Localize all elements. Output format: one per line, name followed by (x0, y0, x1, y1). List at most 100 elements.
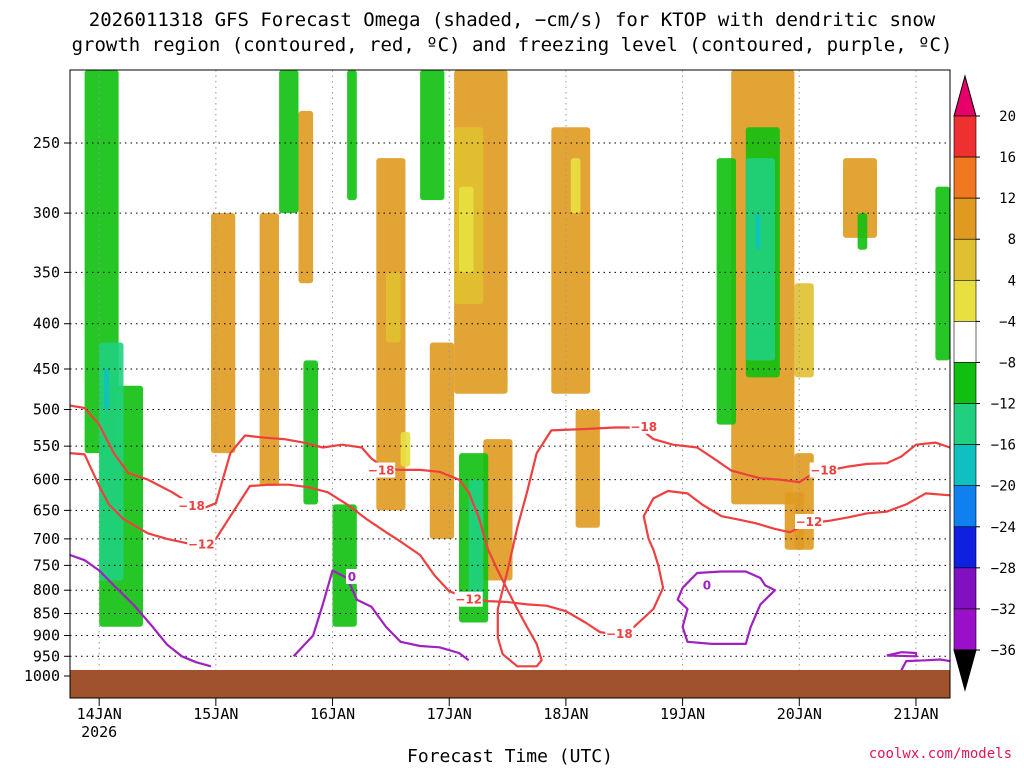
omega-shade-region-11 (843, 158, 877, 238)
omega-shade-region-24 (303, 360, 318, 505)
contour-label-bg-8 (345, 569, 358, 585)
contour-label-6: −18 (810, 464, 837, 478)
colorbar-label-1: 16 (999, 150, 1016, 166)
y-tick-label-750: 750 (33, 556, 60, 574)
colorbar-label-10: −24 (991, 520, 1016, 536)
x-tick-label-7: 21JAN (893, 705, 938, 723)
omega-shade-region-25 (332, 504, 357, 627)
plot-frame (69, 69, 951, 699)
colorbar-swatch-3 (953, 238, 977, 281)
contour-line-6 (900, 658, 951, 671)
omega-shading (70, 70, 950, 627)
colorbar: 20 16 12 8 4 −4 −8 −12 −16 −20 −24 −28 −32 −36 (953, 74, 1016, 692)
colorbar-label-4: 4 (1008, 273, 1016, 289)
x-tick-label-2: 16JAN (310, 705, 355, 723)
colorbar-label-6: −8 (999, 355, 1016, 371)
x-axis-title: Forecast Time (UTC) (407, 746, 613, 767)
colorbar-swatch-5 (953, 321, 977, 363)
colorbar-bottom-triangle (953, 649, 977, 692)
colorbar-label-3: 8 (1008, 232, 1016, 248)
y-tick-label-300: 300 (33, 204, 60, 222)
contour-label-9: 0 (703, 578, 711, 592)
omega-shade-region-29 (716, 158, 736, 425)
y-tick-label-600: 600 (33, 471, 60, 489)
contour-label-bg-5 (629, 418, 658, 434)
contour-label-bg-7 (795, 514, 824, 530)
gridlines (70, 70, 950, 698)
y-tick-label-450: 450 (33, 360, 60, 378)
colorbar-swatch-10 (953, 526, 977, 569)
contour-label-0: −18 (178, 499, 205, 513)
contour-line-1 (69, 452, 951, 636)
colorbar-swatch-2 (953, 197, 977, 240)
ground-terrain (70, 670, 950, 698)
contour-label-1: −12 (188, 537, 215, 551)
omega-shade-region-15 (794, 283, 814, 378)
omega-shade-region-2 (298, 110, 314, 284)
omega-shade-region-0 (211, 213, 236, 454)
contour-label-bg-1 (187, 536, 216, 552)
omega-shade-region-4 (429, 342, 455, 539)
contour-label-bg-0 (177, 498, 206, 514)
contour-labels: −18 −12 −18 −12 −18 −18 −18 −12 0 0 (177, 418, 838, 641)
x-tick-label-0: 14JAN (77, 705, 122, 723)
omega-shade-region-23 (279, 70, 299, 214)
omega-shade-region-16 (459, 186, 474, 273)
x-tick-label-6: 20JAN (777, 705, 822, 723)
x-tick-label-3: 17JAN (427, 705, 472, 723)
omega-shade-region-7 (551, 127, 591, 394)
colorbar-swatch-1 (953, 156, 977, 199)
omega-shade-region-12 (784, 492, 805, 550)
y-tick-label-950: 950 (33, 647, 60, 665)
x-tick-label-1: 15JAN (193, 705, 238, 723)
contour-label-8: 0 (348, 570, 356, 584)
omega-shade-region-36 (104, 369, 109, 410)
contour-label-bg-3 (454, 591, 483, 607)
contour-label-7: −12 (796, 515, 823, 529)
omega-shade-region-27 (420, 70, 445, 201)
colorbar-label-11: −28 (991, 561, 1016, 577)
colorbar-label-12: −32 (991, 602, 1016, 618)
omega-shade-region-32 (935, 186, 950, 361)
contour-label-bg-6 (809, 462, 838, 478)
contour-label-bg-2 (367, 462, 396, 478)
omega-shade-region-34 (745, 158, 775, 361)
omega-shade-region-1 (259, 213, 279, 486)
omega-shade-region-8 (575, 409, 600, 528)
colorbar-swatch-4 (953, 280, 977, 322)
colorbar-swatch-12 (953, 608, 977, 651)
colorbar-label-9: −20 (991, 479, 1016, 495)
colorbar-label-7: −12 (991, 397, 1016, 413)
colorbar-label-8: −16 (991, 438, 1016, 454)
y-tick-label-350: 350 (33, 263, 60, 281)
colorbar-label-5: −4 (999, 314, 1016, 330)
y-tick-label-850: 850 (33, 605, 60, 623)
credit-text: coolwx.com/models (869, 746, 1012, 762)
omega-shade-region-26 (347, 70, 357, 201)
omega-shade-region-18 (570, 158, 581, 214)
chart-title-line-1: 2026011318 GFS Forecast Omega (shaded, −… (89, 9, 936, 31)
omega-shade-region-13 (386, 272, 401, 343)
contour-line-3 (292, 569, 470, 662)
omega-shade-region-31 (857, 213, 868, 250)
y-tick-label-700: 700 (33, 530, 60, 548)
temperature-contours (69, 404, 951, 671)
contour-label-5: −18 (630, 420, 657, 434)
colorbar-swatch-0 (953, 115, 977, 158)
y-tick-label-800: 800 (33, 581, 60, 599)
contour-label-4: −18 (606, 627, 633, 641)
contour-line-4 (676, 570, 777, 645)
colorbar-swatch-9 (953, 485, 977, 528)
contour-label-3: −12 (455, 593, 482, 607)
y-axis: 250 300 350 400 450 500 550 600 650 700 750 800 850 9… (24, 134, 70, 685)
colorbar-label-0: 20 (999, 109, 1016, 125)
colorbar-swatch-6 (953, 362, 977, 404)
omega-shade-region-20 (327, 70, 338, 187)
y-tick-label-550: 550 (33, 437, 60, 455)
colorbar-swatch-8 (953, 444, 977, 486)
contour-label-bg-9 (700, 577, 713, 593)
colorbar-label-2: 12 (999, 191, 1016, 207)
chart-title-line-2: growth region (contoured, red, ºC) and f… (72, 34, 953, 56)
